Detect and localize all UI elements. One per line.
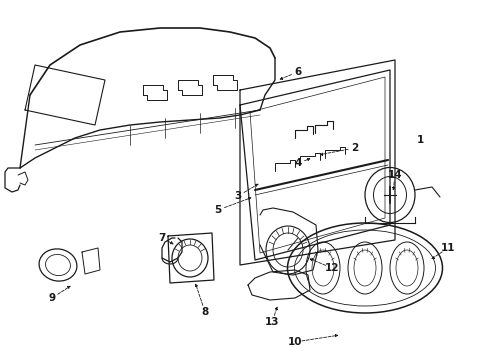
Text: 6: 6: [294, 67, 302, 77]
Text: 1: 1: [416, 135, 424, 145]
Text: 2: 2: [351, 143, 359, 153]
Text: 7: 7: [158, 233, 166, 243]
Text: 8: 8: [201, 307, 209, 317]
Text: 9: 9: [49, 293, 55, 303]
Text: 12: 12: [325, 263, 339, 273]
Text: 11: 11: [441, 243, 455, 253]
Text: 14: 14: [388, 170, 402, 180]
Text: 3: 3: [234, 191, 242, 201]
Text: 13: 13: [265, 317, 279, 327]
Text: 4: 4: [294, 158, 302, 168]
Text: 10: 10: [288, 337, 302, 347]
Text: 5: 5: [215, 205, 221, 215]
